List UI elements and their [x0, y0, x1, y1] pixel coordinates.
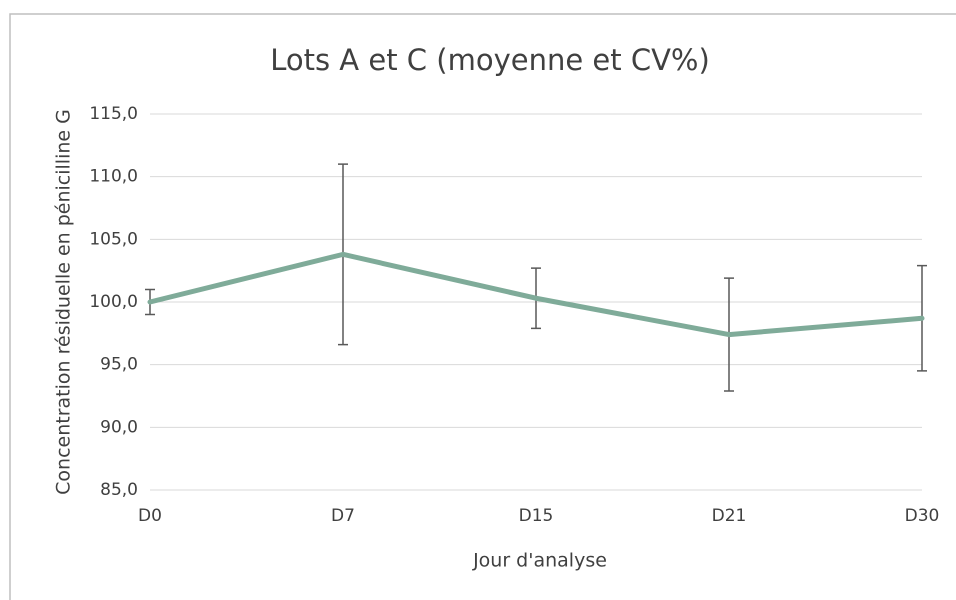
chart-title: Lots A et C (moyenne et CV%) [270, 43, 710, 77]
y-tick-label: 90,0 [100, 417, 138, 437]
y-tick-label: 85,0 [100, 480, 138, 500]
data-line [147, 251, 925, 338]
x-tick-label: D30 [905, 506, 940, 526]
x-axis-label: Jour d'analyse [472, 550, 607, 572]
y-tick-label: 115,0 [89, 104, 138, 124]
y-tick-label: 95,0 [100, 355, 138, 375]
y-tick-label: 105,0 [89, 229, 138, 249]
y-tick-label: 100,0 [89, 292, 138, 312]
x-tick-label: D7 [331, 506, 355, 526]
y-tick-label: 110,0 [89, 167, 138, 187]
x-tick-label: D15 [519, 506, 554, 526]
y-axis-label: Concentration résiduelle en pénicilline … [53, 109, 75, 495]
chart-frame [9, 13, 956, 600]
x-tick-label: D0 [138, 506, 162, 526]
x-tick-label: D21 [712, 506, 747, 526]
